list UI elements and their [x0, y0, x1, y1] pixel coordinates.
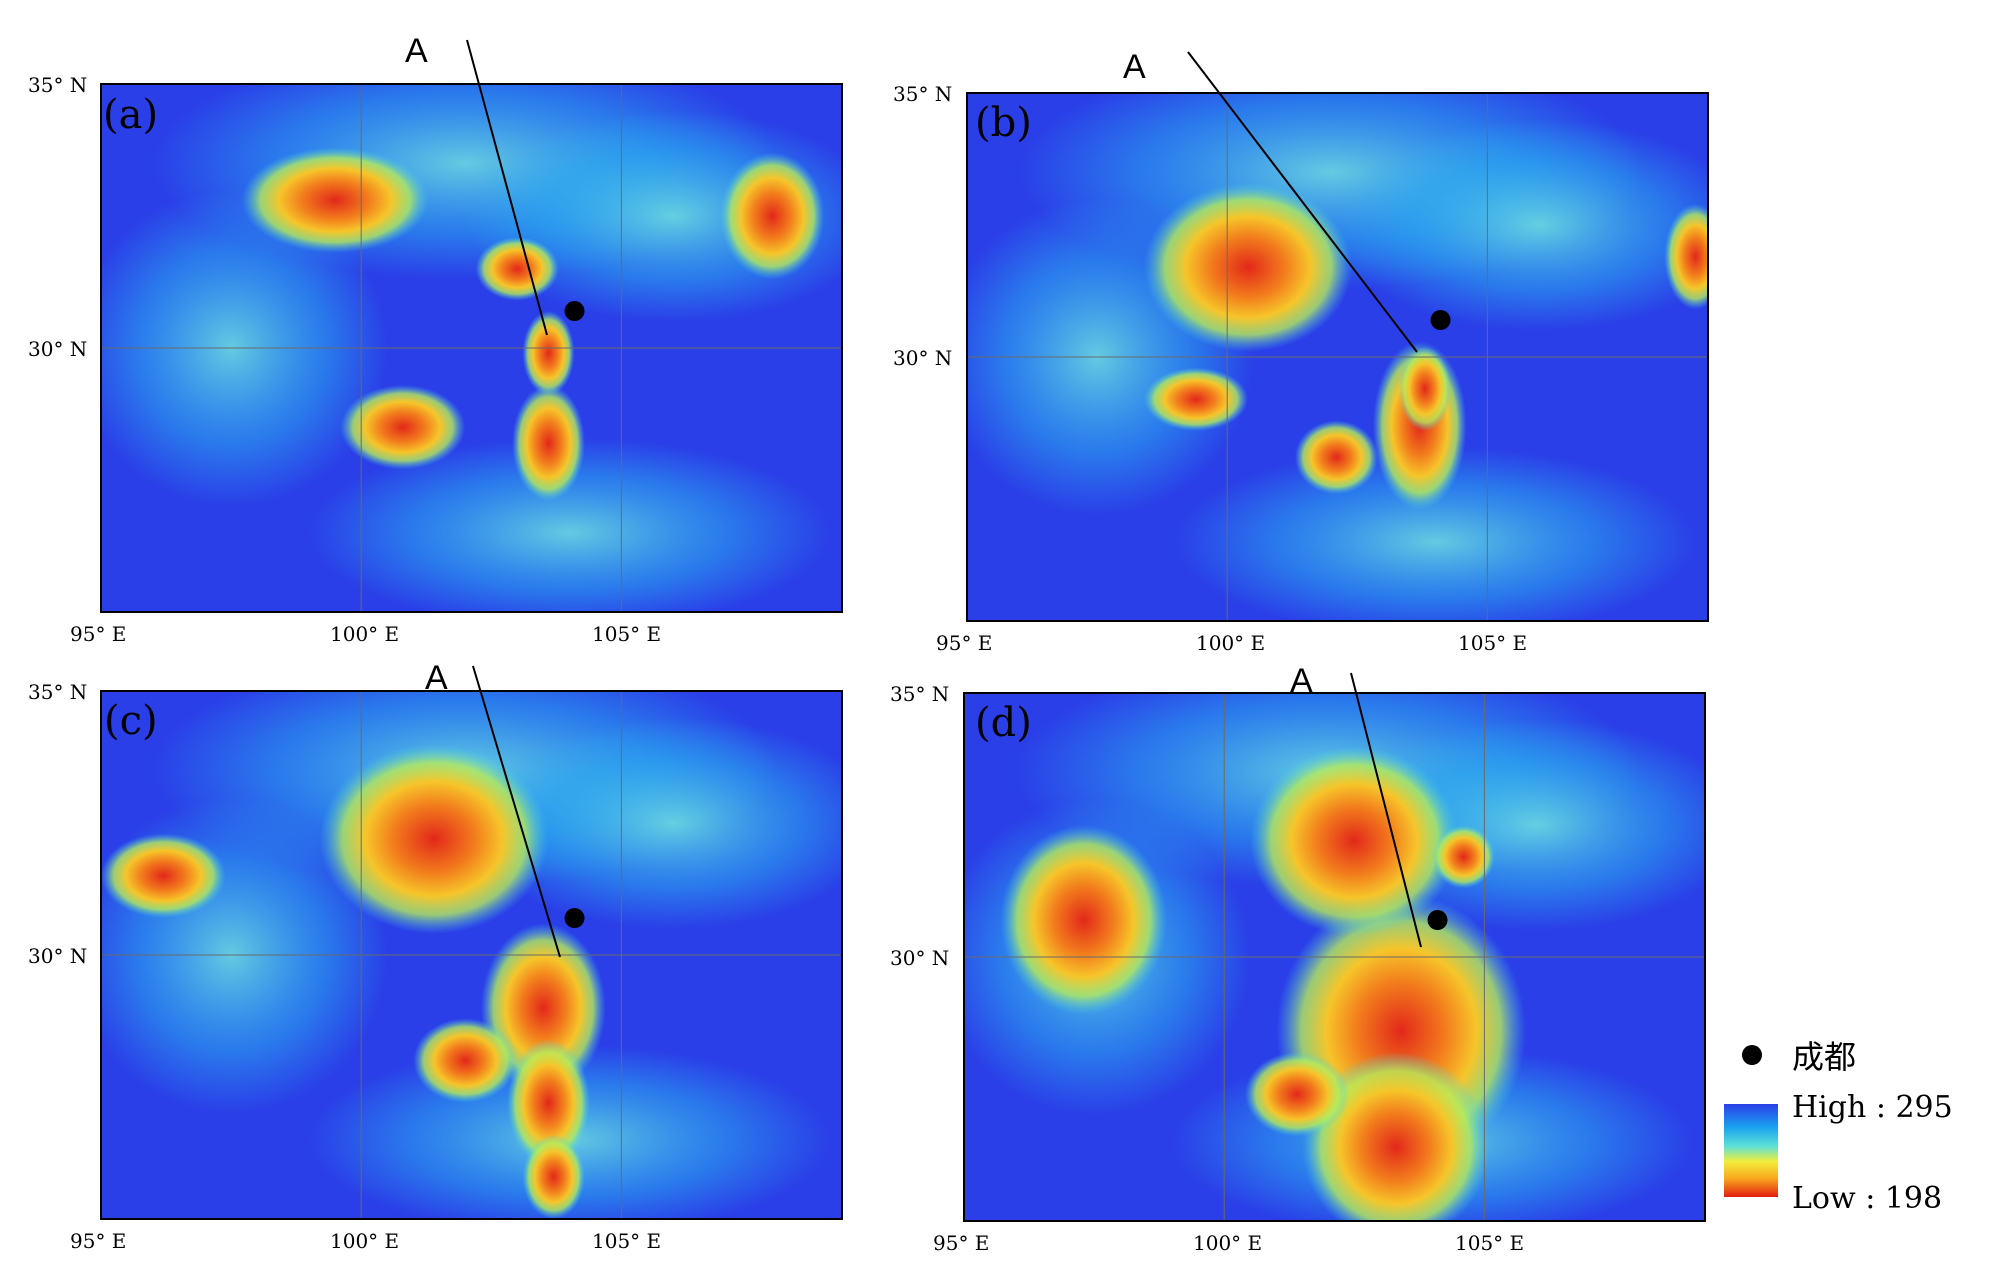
panel-b: (b) 35° N 30° N 95° E 100° E 105° E A	[893, 48, 1709, 655]
legend: 成都 High : 295 Low : 198	[1724, 1038, 1953, 1216]
cloud-core	[1398, 346, 1451, 431]
panel-label: (b)	[975, 100, 1032, 146]
cross-section-label: A	[405, 32, 428, 70]
cloud-core	[506, 1039, 591, 1167]
cloud-haze	[1175, 446, 1696, 621]
lon-label-100: 100° E	[330, 622, 399, 646]
city-marker-legend-icon	[1742, 1045, 1762, 1065]
cross-section-label: A	[425, 659, 448, 697]
cloud-core	[512, 384, 585, 502]
panel-d: (d) 35° N 30° N 95° E 100° E 105° E A	[890, 662, 1706, 1255]
cloud-core	[1143, 367, 1248, 431]
city-marker	[564, 908, 585, 929]
panel-label: (a)	[103, 92, 158, 138]
lat-label-30: 30° N	[893, 346, 952, 370]
cross-section-line	[1350, 672, 1422, 948]
cloud-field	[964, 693, 1705, 1221]
cloud-field	[967, 93, 1708, 621]
lon-label-100: 100° E	[1193, 1231, 1262, 1255]
cloud-core	[1244, 1052, 1350, 1137]
cloud-core	[413, 1018, 518, 1103]
lat-label-30: 30° N	[28, 944, 87, 968]
lon-label-105: 105° E	[592, 1229, 661, 1253]
panel-c: (c) 35° N 30° N 95° E 100° E 105° E A	[28, 659, 843, 1253]
cloud-core	[1302, 1052, 1490, 1221]
map-frame	[963, 692, 1706, 1222]
colorbar	[1724, 1104, 1778, 1197]
lon-label-105: 105° E	[1458, 631, 1527, 655]
lon-label-100: 100° E	[1196, 631, 1265, 655]
cloud-core	[475, 237, 559, 301]
cloud-core	[319, 743, 549, 934]
panel-a: (a) 35° N 30° N 95° E 100° E 105° E A	[28, 32, 843, 646]
cross-section-line	[1187, 51, 1418, 353]
city-marker	[564, 301, 585, 322]
cloud-field	[101, 691, 842, 1219]
lon-label-105: 105° E	[1455, 1231, 1524, 1255]
cloud-core	[101, 833, 226, 919]
lon-label-95: 95° E	[936, 631, 992, 655]
cloud-core	[522, 311, 575, 396]
cloud-haze	[1331, 119, 1708, 331]
colorbar-high-label: High : 295	[1792, 1090, 1953, 1125]
lon-label-95: 95° E	[933, 1231, 989, 1255]
city-name-label: 成都	[1792, 1038, 1856, 1076]
lon-label-100: 100° E	[330, 1229, 399, 1253]
cloud-core	[1664, 203, 1708, 310]
cloud-core	[241, 147, 429, 253]
lat-label-35: 35° N	[28, 680, 87, 704]
city-marker	[1427, 910, 1448, 931]
cloud-core	[720, 152, 825, 280]
map-frame	[100, 83, 843, 613]
colorbar-low-label: Low : 198	[1792, 1181, 1942, 1216]
cross-section-line	[466, 39, 548, 336]
lon-label-95: 95° E	[70, 1229, 126, 1253]
cloud-core	[1432, 825, 1495, 889]
panel-label: (c)	[104, 698, 158, 744]
cloud-haze	[309, 437, 830, 612]
lat-label-30: 30° N	[890, 946, 949, 970]
cloud-field	[101, 84, 842, 612]
cloud-core	[340, 384, 466, 470]
lat-label-30: 30° N	[28, 337, 87, 361]
panel-label: (d)	[975, 700, 1032, 746]
cloud-core	[522, 1134, 585, 1219]
lat-label-35: 35° N	[893, 82, 952, 106]
cloud-core	[1294, 420, 1379, 495]
map-frame	[966, 92, 1709, 622]
cloud-haze	[465, 717, 842, 929]
cloud-core	[1000, 825, 1167, 1016]
lat-label-35: 35° N	[890, 682, 949, 706]
cloud-core	[1143, 182, 1353, 352]
cross-section-label: A	[1290, 662, 1313, 700]
cross-section-label: A	[1123, 48, 1146, 86]
cross-section-line	[472, 665, 561, 958]
lat-label-35: 35° N	[28, 73, 87, 97]
map-frame	[100, 690, 843, 1220]
cloud-core	[1250, 745, 1459, 936]
lon-label-105: 105° E	[592, 622, 661, 646]
lon-label-95: 95° E	[70, 622, 126, 646]
city-marker	[1430, 310, 1451, 331]
